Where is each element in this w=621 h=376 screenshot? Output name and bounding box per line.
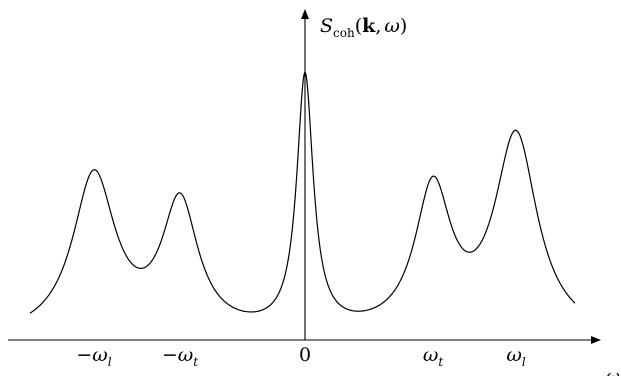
y-label-symbol: S xyxy=(320,15,333,37)
y-label-subscript: coh xyxy=(333,26,355,40)
spectrum-curve xyxy=(29,70,576,314)
tick-label-minus-omega-l: −ωl xyxy=(76,344,111,369)
y-label-omega: ω xyxy=(384,15,400,37)
y-axis-label: Scoh(k, ω) xyxy=(320,15,407,40)
tick-label-omega-l: ωl xyxy=(506,344,526,369)
tick-label-omega-t: ωt xyxy=(423,344,444,369)
y-label-k: k xyxy=(362,15,376,37)
y-label-comma: , xyxy=(375,15,381,37)
y-label-open-paren: ( xyxy=(355,15,362,37)
tick-label-zero: 0 xyxy=(299,344,311,366)
tick-label-minus-omega-t: −ωt xyxy=(162,344,198,369)
x-axis-label: ω xyxy=(606,367,620,376)
y-label-close-paren: ) xyxy=(400,15,407,37)
